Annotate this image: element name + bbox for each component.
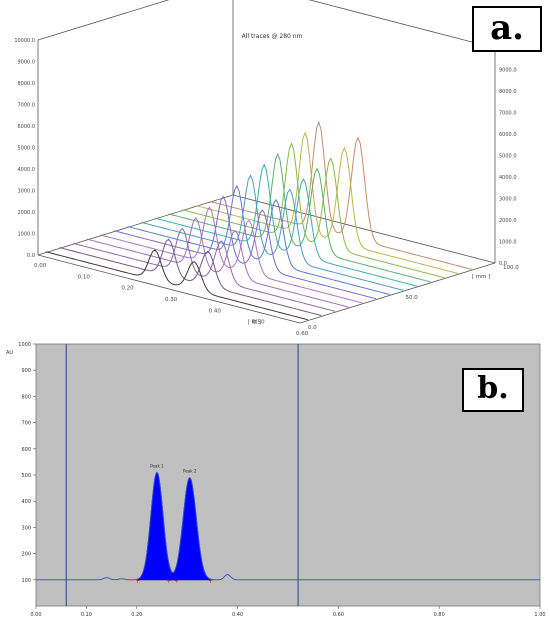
x-tick-label-3: 0.40 bbox=[232, 612, 243, 618]
y-tick-label-1: 900 bbox=[21, 368, 31, 374]
z-tick-left-1: 1000.0 bbox=[18, 232, 36, 238]
z-tick-left-9: 9000.0 bbox=[18, 60, 36, 66]
y-tick-0: 0.0 bbox=[308, 325, 317, 331]
x-tick-5: 0.50 bbox=[252, 320, 265, 326]
frame-floor-left bbox=[37, 194, 234, 256]
z-tick-right-2: 2000.0 bbox=[499, 218, 517, 224]
trace-2 bbox=[72, 227, 336, 312]
y-tick-label-9: 100 bbox=[21, 578, 31, 584]
peak-label-1: Peak 2 bbox=[183, 469, 197, 474]
peak-bound-marker-1-0: + bbox=[166, 578, 171, 585]
x-tick-label-2: 0.20 bbox=[131, 612, 142, 618]
chart-3d-overlay: All traces @ 280 nm 0.0 0.0 1000.0 1000.0 200… bbox=[14, 0, 520, 337]
y-tick-label-7: 300 bbox=[21, 525, 31, 531]
z-tick-left-5: 5000.0 bbox=[18, 146, 36, 152]
z-tick-right-6: 6000.0 bbox=[499, 132, 517, 138]
trace-10 bbox=[182, 142, 445, 279]
z-tick-right-4: 4000.0 bbox=[499, 175, 517, 181]
trace-1 bbox=[59, 238, 322, 316]
y-tick-2: 100.0 bbox=[503, 265, 519, 271]
x-tick-label-6: 1.00 bbox=[534, 612, 545, 618]
peak-label-0: Peak 1 bbox=[150, 463, 164, 468]
x-tick-label-0: 0.00 bbox=[30, 612, 41, 618]
z-tick-left-0: 0.0 bbox=[27, 253, 35, 259]
z-tick-right-0: 0.0 bbox=[499, 261, 507, 267]
z-tick-left-7: 7000.0 bbox=[18, 103, 36, 109]
x-axis-unit: [ Rf ] bbox=[248, 319, 262, 325]
y-tick-label-6: 400 bbox=[21, 499, 31, 505]
z-tick-left-6: 6000.0 bbox=[18, 124, 36, 130]
panel-b-label: b. bbox=[462, 368, 524, 412]
y-tick-label-3: 700 bbox=[21, 421, 31, 427]
signal-trace bbox=[36, 471, 540, 581]
peak-bound-marker-1-1: + bbox=[208, 578, 213, 585]
z-tick-left-8: 8000.0 bbox=[18, 81, 36, 87]
y-tick-label-8: 200 bbox=[21, 552, 31, 558]
x-tick-6: 0.60 bbox=[296, 331, 309, 335]
panel-a: All traces @ 280 nm 0.0 0.0 1000.0 1000.0 200… bbox=[14, 0, 542, 337]
frame-top-back bbox=[308, 0, 496, 49]
y-axis-unit: [ mm ] bbox=[472, 274, 491, 280]
x-tick-4: 0.40 bbox=[209, 308, 222, 314]
y-axis-label: AU bbox=[6, 350, 13, 356]
frame-floor-back bbox=[232, 194, 496, 264]
plot-area bbox=[35, 343, 541, 607]
z-tick-right-9: 9000.0 bbox=[499, 68, 517, 74]
z-tick-right-7: 7000.0 bbox=[499, 111, 517, 117]
frame-floor-right bbox=[299, 262, 496, 324]
panel-a-label: a. bbox=[472, 6, 542, 52]
peak-bound-marker-0-1: + bbox=[174, 578, 179, 585]
trace-0 bbox=[45, 249, 308, 321]
z-tick-left-2: 2000.0 bbox=[18, 210, 36, 216]
chart-a-title: All traces @ 280 nm bbox=[242, 33, 303, 40]
x-tick-1: 0.10 bbox=[78, 274, 91, 280]
z-tick-right-1: 1000.0 bbox=[499, 240, 517, 246]
trace-8 bbox=[154, 163, 418, 287]
y-tick-label-0: 1000 bbox=[18, 342, 31, 348]
z-tick-left-10: 10000.0 bbox=[14, 38, 35, 44]
trace-11 bbox=[195, 131, 459, 274]
x-tick-label-1: 0.10 bbox=[81, 612, 92, 618]
trace-9 bbox=[168, 152, 431, 283]
y-tick-label-4: 600 bbox=[21, 447, 31, 453]
z-tick-right-3: 3000.0 bbox=[499, 197, 517, 203]
chart-densitogram: AU 1000 900 800 700 600 500 400 300 200 100 0.00 0.1… bbox=[6, 342, 546, 618]
y-tick-label-2: 800 bbox=[21, 394, 31, 400]
z-tick-left-4: 4000.0 bbox=[18, 167, 36, 173]
x-tick-3: 0.30 bbox=[165, 297, 178, 303]
x-tick-label-4: 0.60 bbox=[333, 612, 344, 618]
panel-b: AU 1000 900 800 700 600 500 400 300 200 100 0.00 0.1… bbox=[0, 338, 550, 626]
y-tick-label-5: 500 bbox=[21, 473, 31, 479]
trace-5 bbox=[113, 195, 377, 300]
x-tick-label-5: 0.80 bbox=[434, 612, 445, 618]
x-tick-2: 0.20 bbox=[121, 286, 134, 292]
z-tick-right-8: 8000.0 bbox=[499, 89, 517, 95]
y-tick-1: 50.0 bbox=[406, 295, 419, 301]
trace-12 bbox=[209, 120, 472, 270]
trace-3 bbox=[86, 217, 349, 308]
x-tick-0: 0.00 bbox=[34, 263, 47, 269]
frame-floor-front bbox=[37, 254, 301, 324]
trace-4 bbox=[100, 206, 363, 304]
z-tick-right-5: 5000.0 bbox=[499, 154, 517, 160]
frame-top-left bbox=[37, 0, 170, 41]
z-tick-left-3: 3000.0 bbox=[18, 189, 36, 195]
peak-bound-marker-0-0: + bbox=[135, 578, 140, 585]
